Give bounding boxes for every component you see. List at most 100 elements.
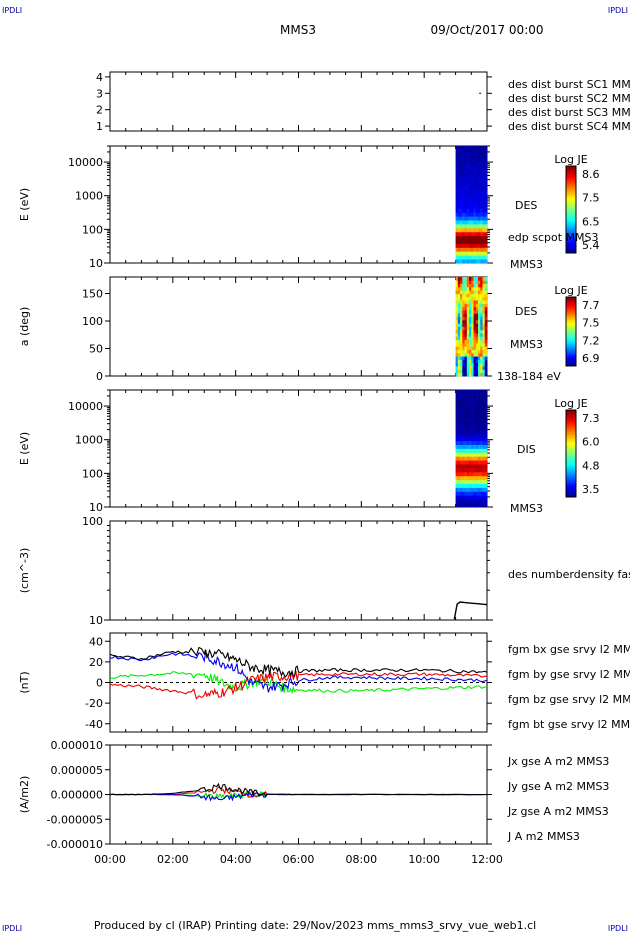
des-pitch-cell xyxy=(464,296,468,301)
des-energy-cell xyxy=(480,247,483,252)
des-pitch-cell xyxy=(471,326,474,331)
footer-text: Produced by cl (IRAP) Printing date: 29/… xyxy=(94,919,536,932)
des-pitch-cell xyxy=(460,333,463,337)
dis-energy-cell xyxy=(466,452,470,457)
bfield-ylabel: (nT) xyxy=(18,671,31,693)
des-energy-cell xyxy=(457,208,461,213)
des-energy-cell xyxy=(473,208,477,213)
des-energy-cell xyxy=(464,169,468,174)
colorbar-cell xyxy=(566,174,576,178)
des-pitch-cell xyxy=(475,280,479,284)
dis-energy-cell xyxy=(457,471,461,477)
des-energy-cell xyxy=(464,177,468,182)
dis-energy-cell xyxy=(471,421,474,426)
des-pitch-cell xyxy=(466,303,470,308)
des-energy-frame xyxy=(109,145,488,264)
dis-energy-cell xyxy=(466,456,470,461)
colorbar-cell xyxy=(566,231,576,234)
des-pitch-cell xyxy=(460,329,463,334)
colorbar-cell xyxy=(566,414,576,418)
dis-energy-cell xyxy=(464,429,468,434)
des-energy-cell xyxy=(473,255,477,260)
colorbar-cell xyxy=(566,328,576,331)
des-energy-cell xyxy=(484,153,488,159)
des-pitch-cell xyxy=(469,352,472,357)
colorbar-cell xyxy=(566,416,576,420)
des-energy-cell xyxy=(466,235,470,240)
des-energy-cell xyxy=(478,161,481,166)
des-energy-cell xyxy=(469,149,472,155)
des-pitch-cell xyxy=(484,277,488,281)
bfield-y-tick-label: -20 xyxy=(85,697,103,710)
des-energy-cell xyxy=(484,251,488,256)
des-energy-cell xyxy=(462,259,465,264)
colorbar-cell xyxy=(566,235,576,239)
dis-energy-cell xyxy=(471,390,474,395)
des-energy-cell xyxy=(484,157,488,162)
dis-energy-cell xyxy=(466,397,470,403)
colorbar-cell xyxy=(566,333,576,336)
des-energy-cell xyxy=(455,200,459,205)
des-pitch-cell xyxy=(460,366,463,370)
des-pitch-cell xyxy=(482,313,486,317)
des-energy-cell xyxy=(482,239,486,244)
colorbar-cell xyxy=(566,305,576,308)
des-energy-cell xyxy=(462,153,465,159)
dis-energy-cell xyxy=(471,432,474,438)
des-pitch-cell xyxy=(482,366,486,370)
des-energy-cell xyxy=(457,224,461,229)
colorbar-cell xyxy=(566,479,576,483)
colorbar-cell xyxy=(566,250,576,254)
colorbar-cell xyxy=(566,196,576,200)
des-energy-cell xyxy=(455,192,459,198)
des-pitch-cell xyxy=(457,346,461,350)
des-pitch-cell xyxy=(484,343,488,347)
colorbar-cell xyxy=(566,440,576,444)
des-energy-cell xyxy=(471,196,474,201)
dis-energy-cell xyxy=(455,390,459,395)
dis-energy-cell xyxy=(457,417,461,422)
dis-energy-cell xyxy=(471,464,474,469)
des-pitch-cell xyxy=(466,310,470,314)
des-pitch-cell xyxy=(482,280,486,284)
des-energy-cell xyxy=(473,173,477,178)
corner-label-bottom-left: IPDLI xyxy=(2,924,23,933)
dis-energy-cell xyxy=(484,393,488,399)
des-pitch-cell xyxy=(462,339,465,344)
des-pitch-cell xyxy=(462,300,465,304)
dis-energy-cell xyxy=(484,460,488,465)
dis-energy-colorbar-tick-label: 3.5 xyxy=(582,483,600,496)
des-pitch-cell xyxy=(478,290,481,294)
des-pitch-colorbar-tick-label: 7.2 xyxy=(582,334,600,347)
dis-energy-cell xyxy=(473,479,477,484)
dis-energy-y-tick-label: 10 xyxy=(89,501,103,514)
des-pitch-cell xyxy=(471,369,474,374)
des-pitch-cell xyxy=(473,326,477,331)
des-pitch-cell xyxy=(469,300,472,304)
dis-energy-cell xyxy=(455,432,459,438)
des-pitch-cell xyxy=(478,316,481,321)
des-energy-cell xyxy=(478,208,481,213)
des-pitch-cell xyxy=(478,293,481,298)
burst-y-tick-label: 4 xyxy=(96,71,103,84)
des-pitch-cell xyxy=(482,349,486,354)
des-energy-cell xyxy=(473,157,477,162)
des-pitch-cell xyxy=(478,352,481,357)
dis-energy-cell xyxy=(469,405,472,410)
dis-energy-cell xyxy=(473,475,477,481)
dis-energy-cell xyxy=(460,436,463,442)
density-series-line xyxy=(453,601,488,620)
dis-energy-cell xyxy=(457,452,461,457)
des-energy-cell xyxy=(457,220,461,225)
des-pitch-cell xyxy=(471,356,474,360)
des-energy-cell xyxy=(475,247,479,252)
dis-energy-cell xyxy=(457,456,461,461)
des-energy-cell xyxy=(464,247,468,252)
des-energy-cell xyxy=(475,255,479,260)
des-pitch-cell xyxy=(469,326,472,331)
dis-energy-cell xyxy=(466,448,470,453)
des-pitch-cell xyxy=(480,359,483,364)
des-pitch-cell xyxy=(475,300,479,304)
des-pitch-cell xyxy=(455,359,459,364)
des-pitch-cell xyxy=(462,333,465,337)
